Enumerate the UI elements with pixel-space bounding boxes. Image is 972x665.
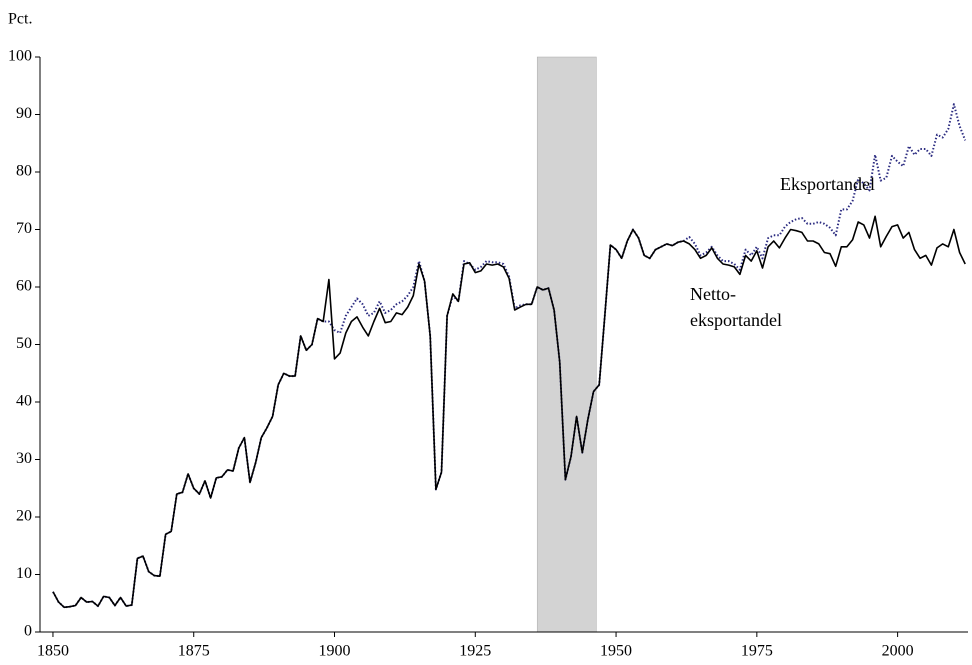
y-tick-label: 30 [16,450,32,467]
annotation: Eksportandel [780,174,875,194]
y-tick-label: 80 [16,163,32,180]
y-tick-label: 60 [16,278,32,295]
y-tick-label: 10 [16,565,32,582]
x-tick-label: 2000 [882,643,914,660]
y-tick-label: 90 [16,105,32,122]
x-tick-label: 1975 [741,643,773,660]
annotation: Netto- [690,284,736,304]
x-tick-label: 1850 [37,643,69,660]
x-tick-label: 1950 [600,643,632,660]
x-tick-label: 1900 [319,643,351,660]
y-tick-label: 100 [8,48,32,65]
x-tick-label: 1925 [459,643,491,660]
shaded-period [536,56,597,633]
x-tick-label: 1875 [178,643,210,660]
y-tick-label: 70 [16,220,32,237]
y-tick-label: 40 [16,393,32,410]
annotation: eksportandel [690,310,782,330]
y-tick-label: 20 [16,508,32,525]
y-tick-label: 50 [16,335,32,352]
series-line [52,215,966,609]
y-tick-label: 0 [24,623,32,640]
y-axis-label: Pct. [8,11,32,28]
